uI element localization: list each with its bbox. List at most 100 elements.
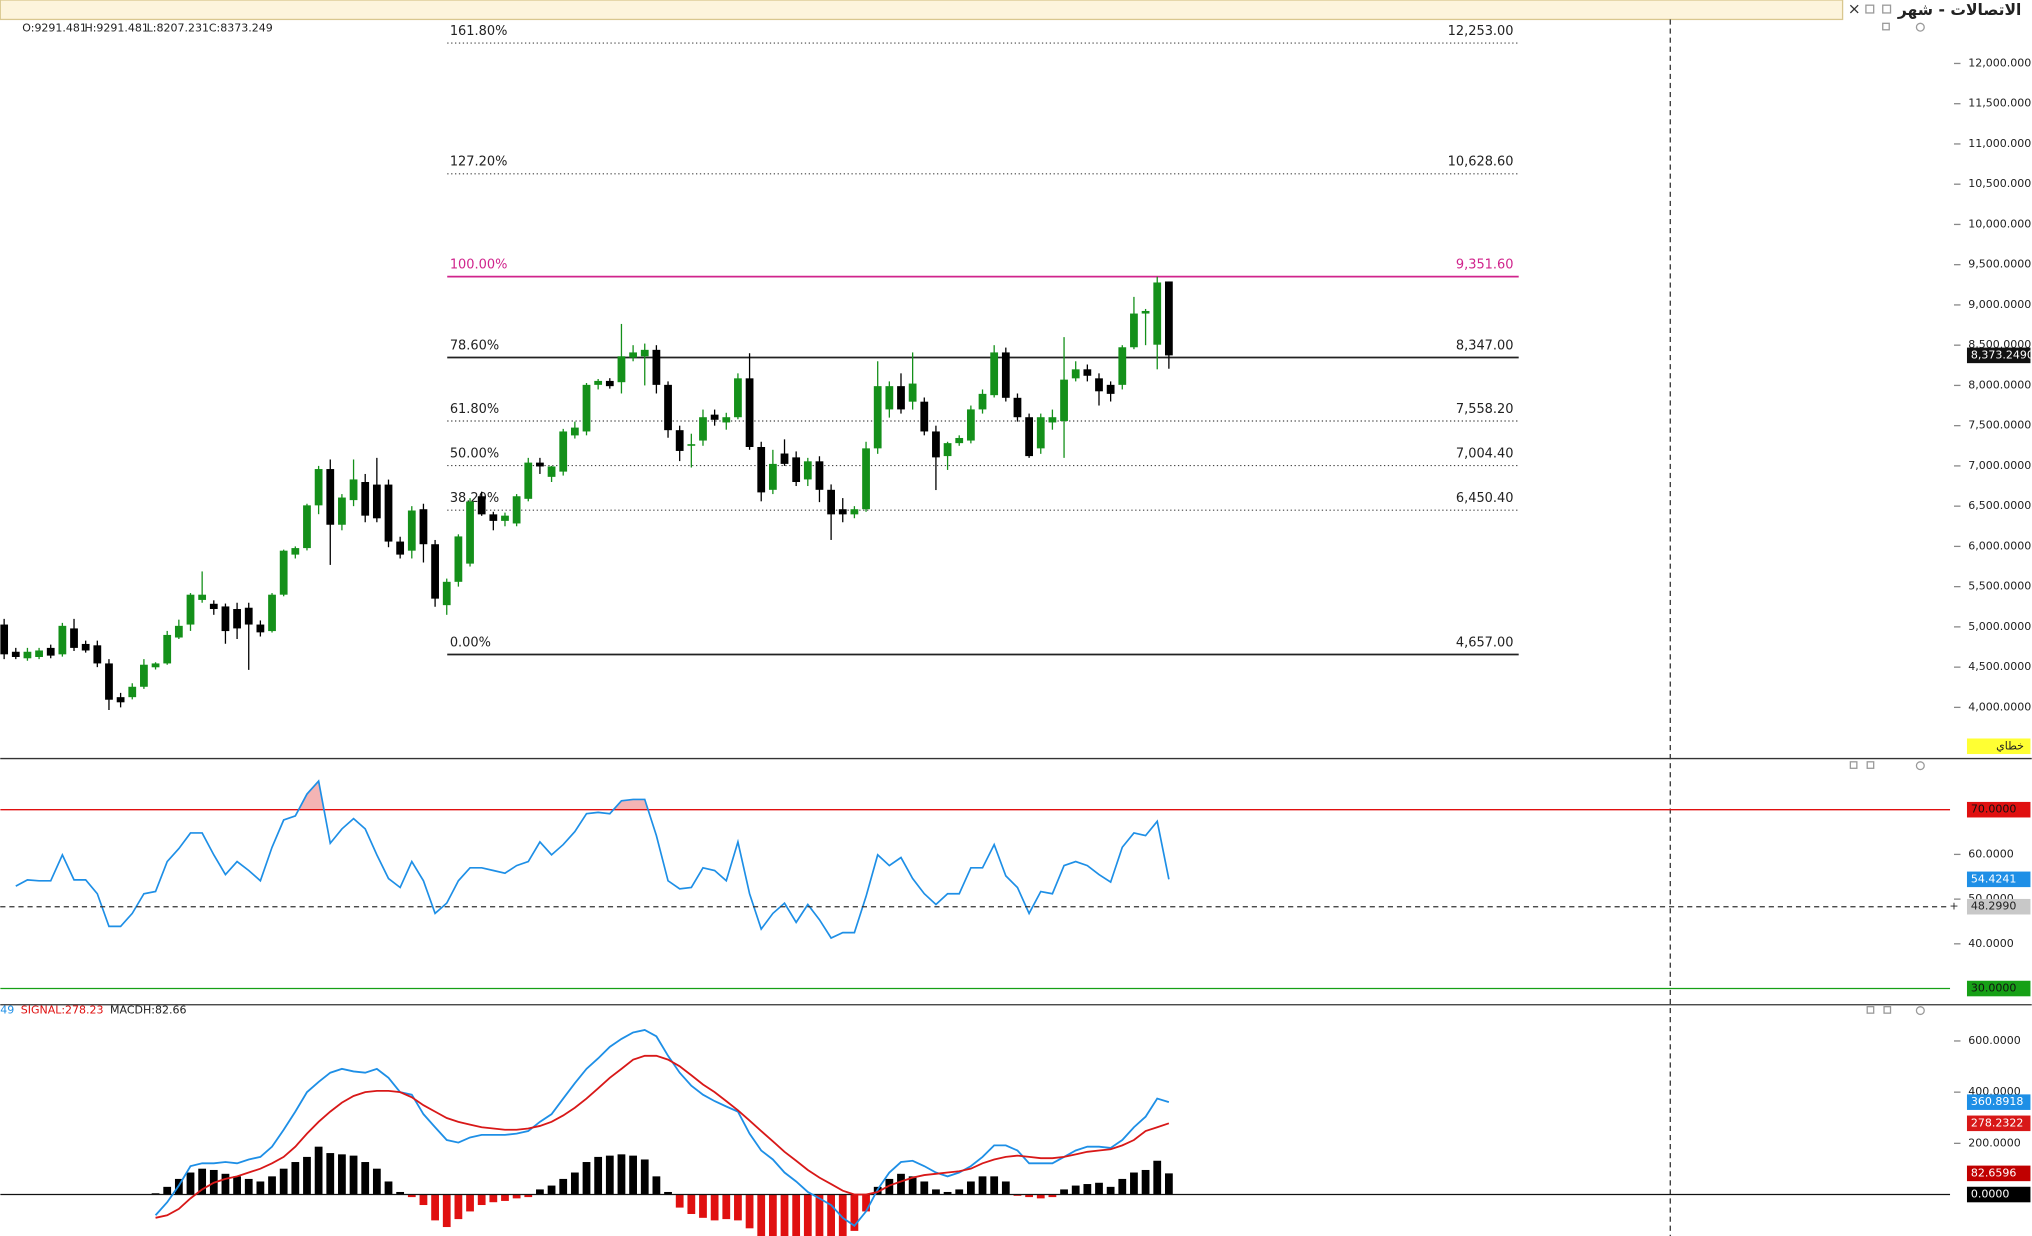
fib-price-label: 4,657.00 [1456,635,1514,650]
histogram-bar [349,1155,358,1195]
macd-line [155,1054,1170,1219]
panel-tool[interactable] [1915,761,1925,771]
histogram-bar [885,1178,894,1195]
histogram-bar [699,1194,707,1218]
panel-tool[interactable] [1882,22,1890,31]
plot-area [0,1029,1951,1236]
candle-body [209,603,218,610]
histogram-bar [745,1194,754,1229]
y-tick-label: 6,000.0000 [1968,539,2031,552]
histogram-bar [454,1194,463,1220]
histogram-bar [1106,1186,1115,1195]
candle-body [303,505,311,549]
candle-body [710,414,719,420]
panel-tools[interactable] [1849,22,1925,1016]
histogram-bar [768,1194,777,1236]
candle-body [1060,379,1068,422]
candle-body [244,607,253,625]
candle-body [70,628,78,648]
histogram-bar [1025,1194,1033,1198]
candle-body [617,356,626,383]
maximize-button[interactable] [1882,4,1892,14]
histogram-bar [198,1168,207,1195]
histogram-bar [920,1181,929,1195]
histogram-bar [803,1194,812,1236]
y-tick-label: 7,000.0000 [1968,459,2031,472]
panel-tool[interactable] [1915,1006,1925,1016]
histogram-bar [338,1154,346,1195]
y-tick-label: 5,500.0000 [1968,580,2031,593]
fib-price-label: 8,347.00 [1456,338,1514,353]
candle-body [932,431,940,458]
candle-body [291,548,300,555]
histogram-bar [687,1194,696,1214]
level-label: 30.0000 [1971,982,2017,995]
fib-price-label: 10,628.60 [1448,155,1514,170]
crosshair-label-box [1966,898,2031,915]
candle-body [11,651,20,657]
candle-body [419,509,428,545]
histogram-bar [1130,1172,1138,1195]
histogram-bar [372,1168,381,1195]
macd-line [154,1029,1170,1227]
series-last: 278.2322 [1971,1116,2024,1129]
histogram-bar [384,1181,393,1195]
level-label-box [1966,980,2031,997]
candle-body [349,479,358,501]
y-tick-label: 11,000.0000 [1968,137,2032,150]
fib-price-label: 7,004.40 [1456,446,1514,461]
crosshair-label: 48.2990 [1971,900,2017,913]
histogram-bar [512,1194,521,1199]
fib-price-label: 6,450.40 [1456,491,1514,506]
close-button[interactable] [1849,4,1859,14]
histogram-bar [582,1162,591,1195]
level-label-box [1966,801,2031,818]
series-last-box [1966,1094,2031,1110]
candle-body [1141,310,1150,314]
fib-ratio-label: 38.20% [450,491,499,506]
ohlc-text: L:8207.231 [147,22,209,35]
histogram-bar [1060,1189,1068,1195]
fib-ratio-label: 78.60% [450,338,499,353]
histogram-bar [442,1194,451,1228]
candle-body [978,393,987,410]
candle-body [140,664,148,687]
status-label: خطاي [1996,739,2024,752]
candle-body [116,697,125,703]
candle-body [256,624,265,633]
candle-body [722,417,731,423]
candle-body [873,386,882,449]
panel-tool[interactable] [1866,1006,1875,1014]
top-bar [0,0,1844,21]
y-tick-label: 40.0000 [1968,937,2014,950]
histogram-bar [827,1194,835,1236]
panel-tool[interactable] [1915,22,1925,32]
histogram-bar [792,1194,801,1236]
histogram-last: 82.6596 [1971,1166,2017,1179]
window-buttons[interactable] [1849,4,1892,14]
histogram-last-box [1966,1165,2031,1182]
histogram-bar [978,1176,987,1195]
histogram-bar [1036,1194,1045,1199]
histogram-bar [990,1176,999,1195]
candle-body [454,536,463,582]
y-tick-label: 12,000.0000 [1968,56,2032,69]
y-tick-label: 9,500.0000 [1968,258,2031,271]
level-label: 70.0000 [1971,803,2017,816]
candle-body [105,663,113,700]
histogram-bar [501,1194,509,1201]
y-tick-label: 10,000.0000 [1968,217,2032,230]
panel-tool[interactable] [1866,761,1875,769]
panel-tool[interactable] [1883,1006,1892,1014]
window-title: الاتصالات - شهر [1897,1,2021,19]
panel-tool[interactable] [1849,761,1858,769]
candle-body [1001,352,1010,398]
restore-button[interactable] [1865,4,1875,14]
candle-body [757,446,766,493]
fib-price-label: 12,253.00 [1448,24,1514,39]
histogram-bar [908,1176,917,1195]
candle-body [268,594,276,632]
candle-body [664,384,672,431]
candle-body [338,497,346,525]
